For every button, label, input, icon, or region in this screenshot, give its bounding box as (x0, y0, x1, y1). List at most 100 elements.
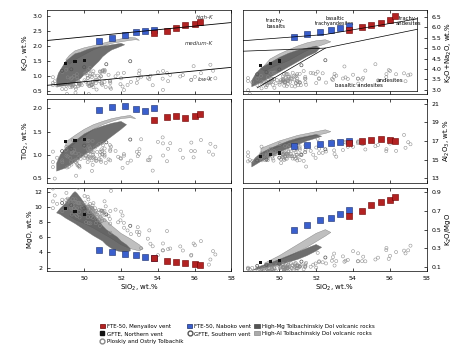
Point (85, 207, 93, 212)
Point (93, 87, 100, 92)
Point (407, 243, 414, 248)
Point (106, 85, 114, 90)
Point (88, 74, 95, 80)
Point (99, 82, 106, 87)
Point (49, 205, 57, 211)
Polygon shape (66, 37, 139, 64)
Point (191, 261, 199, 267)
Point (374, 78, 382, 83)
Point (392, 194, 399, 200)
Point (276, 264, 283, 270)
Point (339, 76, 346, 81)
Point (287, 149, 295, 154)
Point (92, 220, 100, 226)
Point (179, 72, 187, 78)
Point (119, 84, 127, 89)
Point (150, 255, 158, 261)
Point (292, 80, 300, 86)
Point (97, 219, 104, 224)
Point (84, 194, 91, 199)
Point (270, 76, 278, 82)
Point (76, 82, 83, 88)
Point (78, 205, 85, 210)
Point (283, 156, 291, 161)
Point (114, 220, 122, 225)
Point (294, 266, 301, 271)
Point (257, 260, 264, 266)
Point (76, 165, 83, 170)
Point (298, 259, 305, 264)
Point (303, 32, 311, 37)
Point (301, 263, 309, 268)
Point (268, 264, 276, 270)
Point (269, 156, 276, 161)
Text: basaltic andesites: basaltic andesites (335, 83, 383, 88)
Point (82, 153, 90, 158)
Point (98, 81, 105, 86)
Point (254, 82, 261, 88)
Point (63, 190, 70, 196)
Point (72, 84, 79, 90)
Point (354, 259, 362, 264)
Point (292, 266, 300, 271)
Point (91, 78, 99, 83)
Point (281, 80, 289, 85)
Point (163, 158, 171, 164)
Point (258, 158, 266, 163)
Point (355, 139, 362, 145)
Point (284, 81, 292, 87)
Point (302, 260, 310, 266)
Point (280, 262, 287, 267)
Point (89, 81, 96, 87)
Point (296, 71, 303, 77)
Point (78, 153, 85, 158)
Point (264, 157, 272, 163)
Point (124, 160, 131, 166)
Point (120, 87, 128, 93)
Point (97, 214, 104, 219)
Point (87, 71, 94, 77)
Point (272, 151, 280, 157)
Point (75, 151, 82, 157)
Point (98, 218, 106, 224)
Point (98, 69, 106, 74)
Point (268, 78, 276, 84)
Point (402, 145, 410, 151)
Point (276, 266, 283, 271)
Point (112, 207, 119, 212)
Point (292, 156, 300, 161)
Point (86, 201, 94, 207)
Point (359, 254, 367, 260)
Point (246, 157, 254, 163)
Point (362, 68, 369, 73)
Point (291, 84, 299, 89)
Point (117, 209, 125, 214)
Point (263, 157, 270, 162)
Point (211, 76, 219, 81)
Point (271, 151, 279, 157)
Point (276, 80, 283, 85)
Point (190, 63, 197, 69)
Point (286, 79, 294, 85)
Point (91, 73, 98, 78)
Point (374, 142, 382, 148)
Point (291, 261, 299, 267)
Point (209, 68, 217, 73)
Point (383, 245, 390, 251)
Point (254, 269, 261, 274)
Point (70, 73, 78, 79)
Point (91, 205, 99, 211)
Point (72, 160, 80, 165)
Point (64, 154, 72, 159)
Point (102, 62, 110, 67)
Point (280, 79, 288, 84)
Point (63, 91, 71, 97)
Point (74, 77, 82, 82)
Point (264, 263, 271, 269)
Point (327, 215, 335, 220)
Point (127, 158, 135, 163)
Point (84, 203, 92, 208)
Point (86, 206, 94, 212)
Point (93, 218, 100, 223)
Point (187, 77, 195, 83)
